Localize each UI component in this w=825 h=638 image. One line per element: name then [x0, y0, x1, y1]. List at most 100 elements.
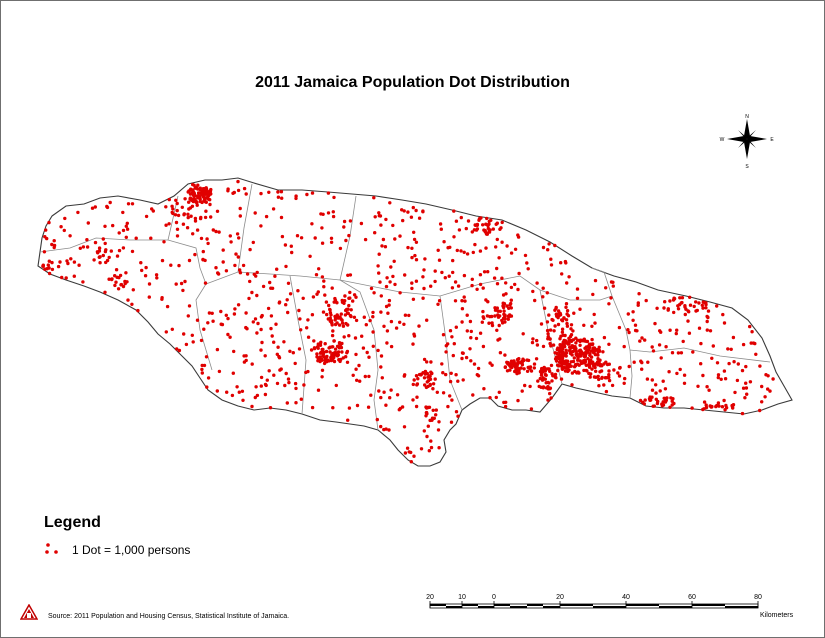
population-dot [415, 383, 418, 386]
population-dot [266, 379, 269, 382]
population-dot [377, 389, 380, 392]
population-dot [422, 268, 425, 271]
population-dot [460, 357, 463, 360]
population-dot [504, 366, 507, 369]
population-dot [403, 425, 406, 428]
population-dot [440, 362, 443, 365]
population-dot [140, 269, 143, 272]
population-dot [330, 358, 333, 361]
population-dot [200, 237, 203, 240]
population-dot [652, 349, 655, 352]
population-dot [369, 394, 372, 397]
population-dot [710, 357, 713, 360]
population-dot [323, 362, 326, 365]
population-dot [558, 354, 561, 357]
population-dot [410, 287, 413, 290]
population-dot [110, 249, 113, 252]
population-dot [627, 312, 630, 315]
population-dot [508, 362, 511, 365]
population-dot [548, 337, 551, 340]
population-dot [284, 303, 287, 306]
population-dot [572, 338, 575, 341]
population-dot [328, 350, 331, 353]
population-dot [543, 307, 546, 310]
population-dot [338, 342, 341, 345]
population-dot [736, 379, 739, 382]
population-dot [201, 371, 204, 374]
population-dot [335, 321, 338, 324]
population-dot [245, 359, 248, 362]
population-dot [164, 205, 167, 208]
population-dot [597, 375, 600, 378]
population-dot [268, 369, 271, 372]
population-dot [473, 243, 476, 246]
population-dot [317, 389, 320, 392]
population-dot [382, 325, 385, 328]
population-dot [584, 360, 587, 363]
population-dot [432, 409, 435, 412]
scale-bar-tick-label: 0 [492, 594, 496, 601]
population-dot [450, 335, 453, 338]
population-dot [229, 234, 232, 237]
population-dot [482, 345, 485, 348]
population-dot [611, 281, 614, 284]
population-dot [475, 288, 478, 291]
population-dot [365, 323, 368, 326]
population-dot [542, 345, 545, 348]
population-dot [588, 366, 591, 369]
population-dot [187, 216, 190, 219]
population-dot [564, 306, 567, 309]
population-dot [618, 374, 621, 377]
population-dot [658, 343, 661, 346]
population-dot [183, 212, 186, 215]
population-dot [412, 383, 415, 386]
population-dot [567, 342, 570, 345]
population-dot [68, 234, 71, 237]
population-dot [542, 376, 545, 379]
population-dot [515, 365, 518, 368]
population-dot [228, 336, 231, 339]
population-dot [476, 223, 479, 226]
legend-entry-label: 1 Dot = 1,000 persons [72, 543, 190, 557]
population-dot [216, 389, 219, 392]
population-dot [591, 293, 594, 296]
population-dot [176, 209, 179, 212]
population-dot [191, 232, 194, 235]
population-dot [654, 383, 657, 386]
population-dot [771, 377, 774, 380]
population-dot [402, 323, 405, 326]
population-dot [364, 375, 367, 378]
population-dot [330, 319, 333, 322]
population-dot [330, 241, 333, 244]
population-dot [485, 217, 488, 220]
population-dot [191, 334, 194, 337]
population-dot [752, 341, 755, 344]
population-dot [451, 271, 454, 274]
population-dot [124, 271, 127, 274]
population-dot [479, 332, 482, 335]
population-dot [107, 278, 110, 281]
population-dot [726, 347, 729, 350]
population-dot [276, 190, 279, 193]
population-dot [664, 387, 667, 390]
population-dot [209, 215, 212, 218]
population-dot [698, 327, 701, 330]
population-dot [597, 378, 600, 381]
population-dot [411, 342, 414, 345]
population-dot [482, 228, 485, 231]
population-dot [186, 213, 189, 216]
population-dot [185, 343, 188, 346]
population-dot [353, 316, 356, 319]
population-dot [591, 362, 594, 365]
population-dot [239, 214, 242, 217]
population-dot [415, 280, 418, 283]
population-dot [593, 366, 596, 369]
scale-bar-segment [430, 604, 446, 606]
population-dot [473, 228, 476, 231]
population-dot [109, 201, 112, 204]
population-dot [593, 313, 596, 316]
population-dot [317, 290, 320, 293]
population-dot [454, 280, 457, 283]
population-dot [549, 396, 552, 399]
population-dot [634, 329, 637, 332]
